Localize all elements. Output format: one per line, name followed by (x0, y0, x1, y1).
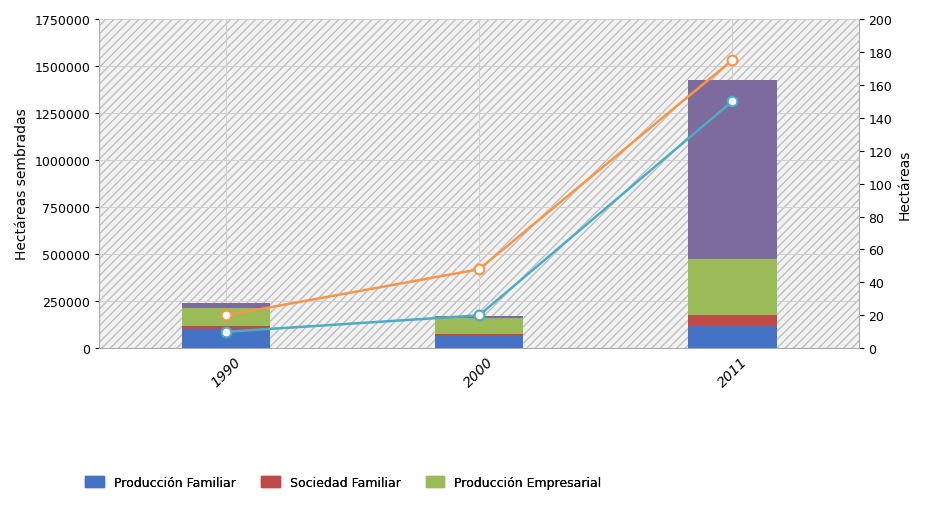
Line: Ha por trabajador: Ha por trabajador (222, 56, 737, 321)
Legend: Sociedad Empresarial, Superficie sembrada (mediana), Ha por trabajador: Sociedad Empresarial, Superficie sembrad… (81, 501, 672, 505)
Ha por trabajador (221, 313, 232, 319)
Ha por trabajador (474, 267, 485, 273)
Bar (688, 326, 777, 348)
Superficie sembrada (mediana) (474, 313, 485, 319)
Bar (688, 316, 777, 326)
Line: Superficie sembrada (mediana): Superficie sembrada (mediana) (222, 97, 737, 337)
Bar (435, 318, 524, 334)
Bar (182, 309, 271, 326)
Superficie sembrada (mediana) (727, 99, 738, 105)
Superficie sembrada (mediana) (221, 329, 232, 335)
Bar (688, 260, 777, 316)
Bar (435, 334, 524, 336)
Y-axis label: Hectáreas: Hectáreas (898, 149, 912, 219)
Legend: Producción Familiar, Sociedad Familiar, Producción Empresarial: Producción Familiar, Sociedad Familiar, … (81, 471, 606, 494)
Y-axis label: Hectáreas sembradas: Hectáreas sembradas (15, 109, 29, 260)
Bar (435, 317, 524, 318)
Ha por trabajador (727, 58, 738, 64)
Bar (435, 336, 524, 348)
Bar (688, 81, 777, 260)
Bar (182, 330, 271, 348)
Bar (182, 304, 271, 309)
Bar (182, 326, 271, 330)
